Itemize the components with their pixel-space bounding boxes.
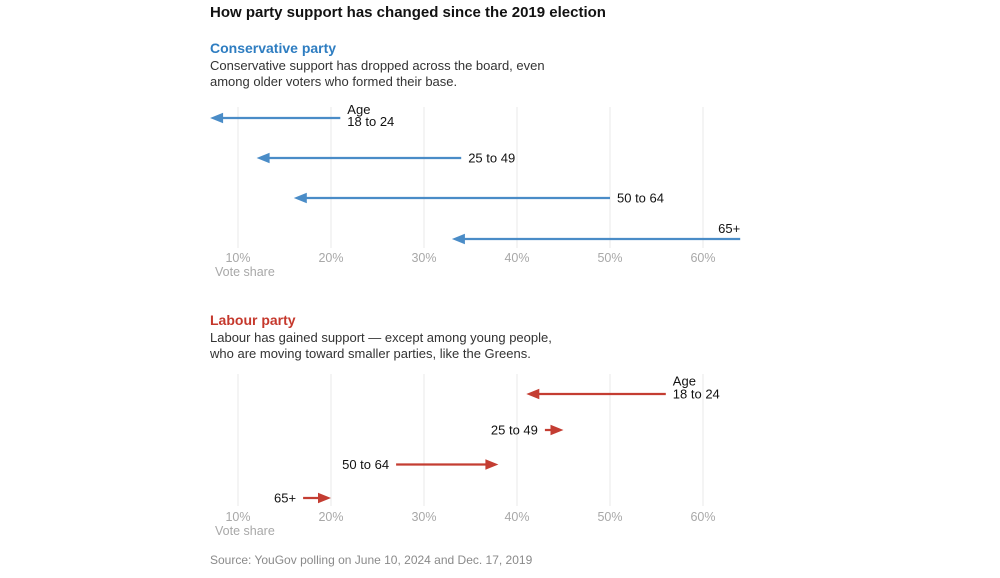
arrow-left-icon	[451, 233, 465, 245]
category-label: 65+	[718, 221, 740, 236]
x-tick-label: 60%	[690, 510, 715, 524]
x-tick-label: 30%	[411, 510, 436, 524]
x-tick-label: 10%	[225, 510, 250, 524]
x-tick-label: 10%	[225, 251, 250, 265]
chart-title-labour: Labour party	[210, 312, 296, 328]
age-header-label: Age	[347, 102, 370, 117]
category-label: 50 to 64	[617, 191, 664, 206]
arrow-right-icon	[485, 459, 499, 470]
age-header-label: Age	[673, 374, 696, 389]
change-arrow-row: 65+	[274, 491, 331, 506]
x-axis-label: Vote share	[215, 524, 275, 538]
x-axis-label: Vote share	[215, 265, 275, 279]
x-tick-label: 50%	[597, 251, 622, 265]
arrow-left-icon	[256, 152, 270, 164]
subtitle-line: Labour has gained support — except among…	[210, 330, 552, 345]
category-label: 25 to 49	[491, 423, 538, 438]
x-tick-label: 20%	[318, 251, 343, 265]
category-label: 50 to 64	[342, 457, 389, 472]
x-tick-label: 40%	[504, 251, 529, 265]
category-label: 65+	[274, 491, 296, 506]
chart-subtitle-labour: Labour has gained support — except among…	[210, 330, 552, 361]
subtitle-line: Conservative support has dropped across …	[210, 58, 545, 73]
x-tick-label: 40%	[504, 510, 529, 524]
category-label: 25 to 49	[468, 151, 515, 166]
page-title: How party support has changed since the …	[210, 4, 606, 21]
x-tick-label: 20%	[318, 510, 343, 524]
change-arrow-row: 25 to 49	[491, 423, 564, 438]
x-tick-label: 50%	[597, 510, 622, 524]
change-arrow-row: 25 to 49	[256, 151, 515, 166]
source-note: Source: YouGov polling on June 10, 2024 …	[210, 553, 533, 567]
category-label: 18 to 24	[673, 387, 720, 402]
change-arrow-row: 65+	[451, 221, 741, 245]
chart-subtitle-conservative: Conservative support has dropped across …	[210, 58, 545, 89]
arrow-left-icon	[210, 112, 224, 124]
arrow-right-icon	[550, 424, 564, 436]
x-tick-label: 30%	[411, 251, 436, 265]
arrow-left-icon	[293, 192, 307, 204]
subtitle-line: among older voters who formed their base…	[210, 73, 458, 89]
x-tick-label: 60%	[690, 251, 715, 265]
chart-title-conservative: Conservative party	[210, 40, 337, 56]
arrow-right-icon	[318, 492, 331, 504]
category-label: 18 to 24	[347, 114, 394, 129]
subtitle-line: who are moving toward smaller parties, l…	[210, 345, 531, 361]
change-arrow-row: 50 to 64	[293, 191, 664, 206]
change-arrow-row: 50 to 64	[342, 457, 499, 472]
arrow-left-icon	[526, 388, 540, 400]
